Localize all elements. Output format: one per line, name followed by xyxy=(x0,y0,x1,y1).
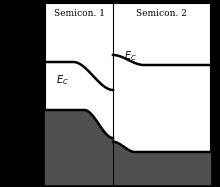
Text: Semicon. 2: Semicon. 2 xyxy=(136,9,187,18)
Bar xyxy=(45,3,210,184)
Text: $E_C$: $E_C$ xyxy=(124,49,137,63)
Text: Semicon. 1: Semicon. 1 xyxy=(53,9,104,18)
Text: $E_C$: $E_C$ xyxy=(56,73,69,87)
